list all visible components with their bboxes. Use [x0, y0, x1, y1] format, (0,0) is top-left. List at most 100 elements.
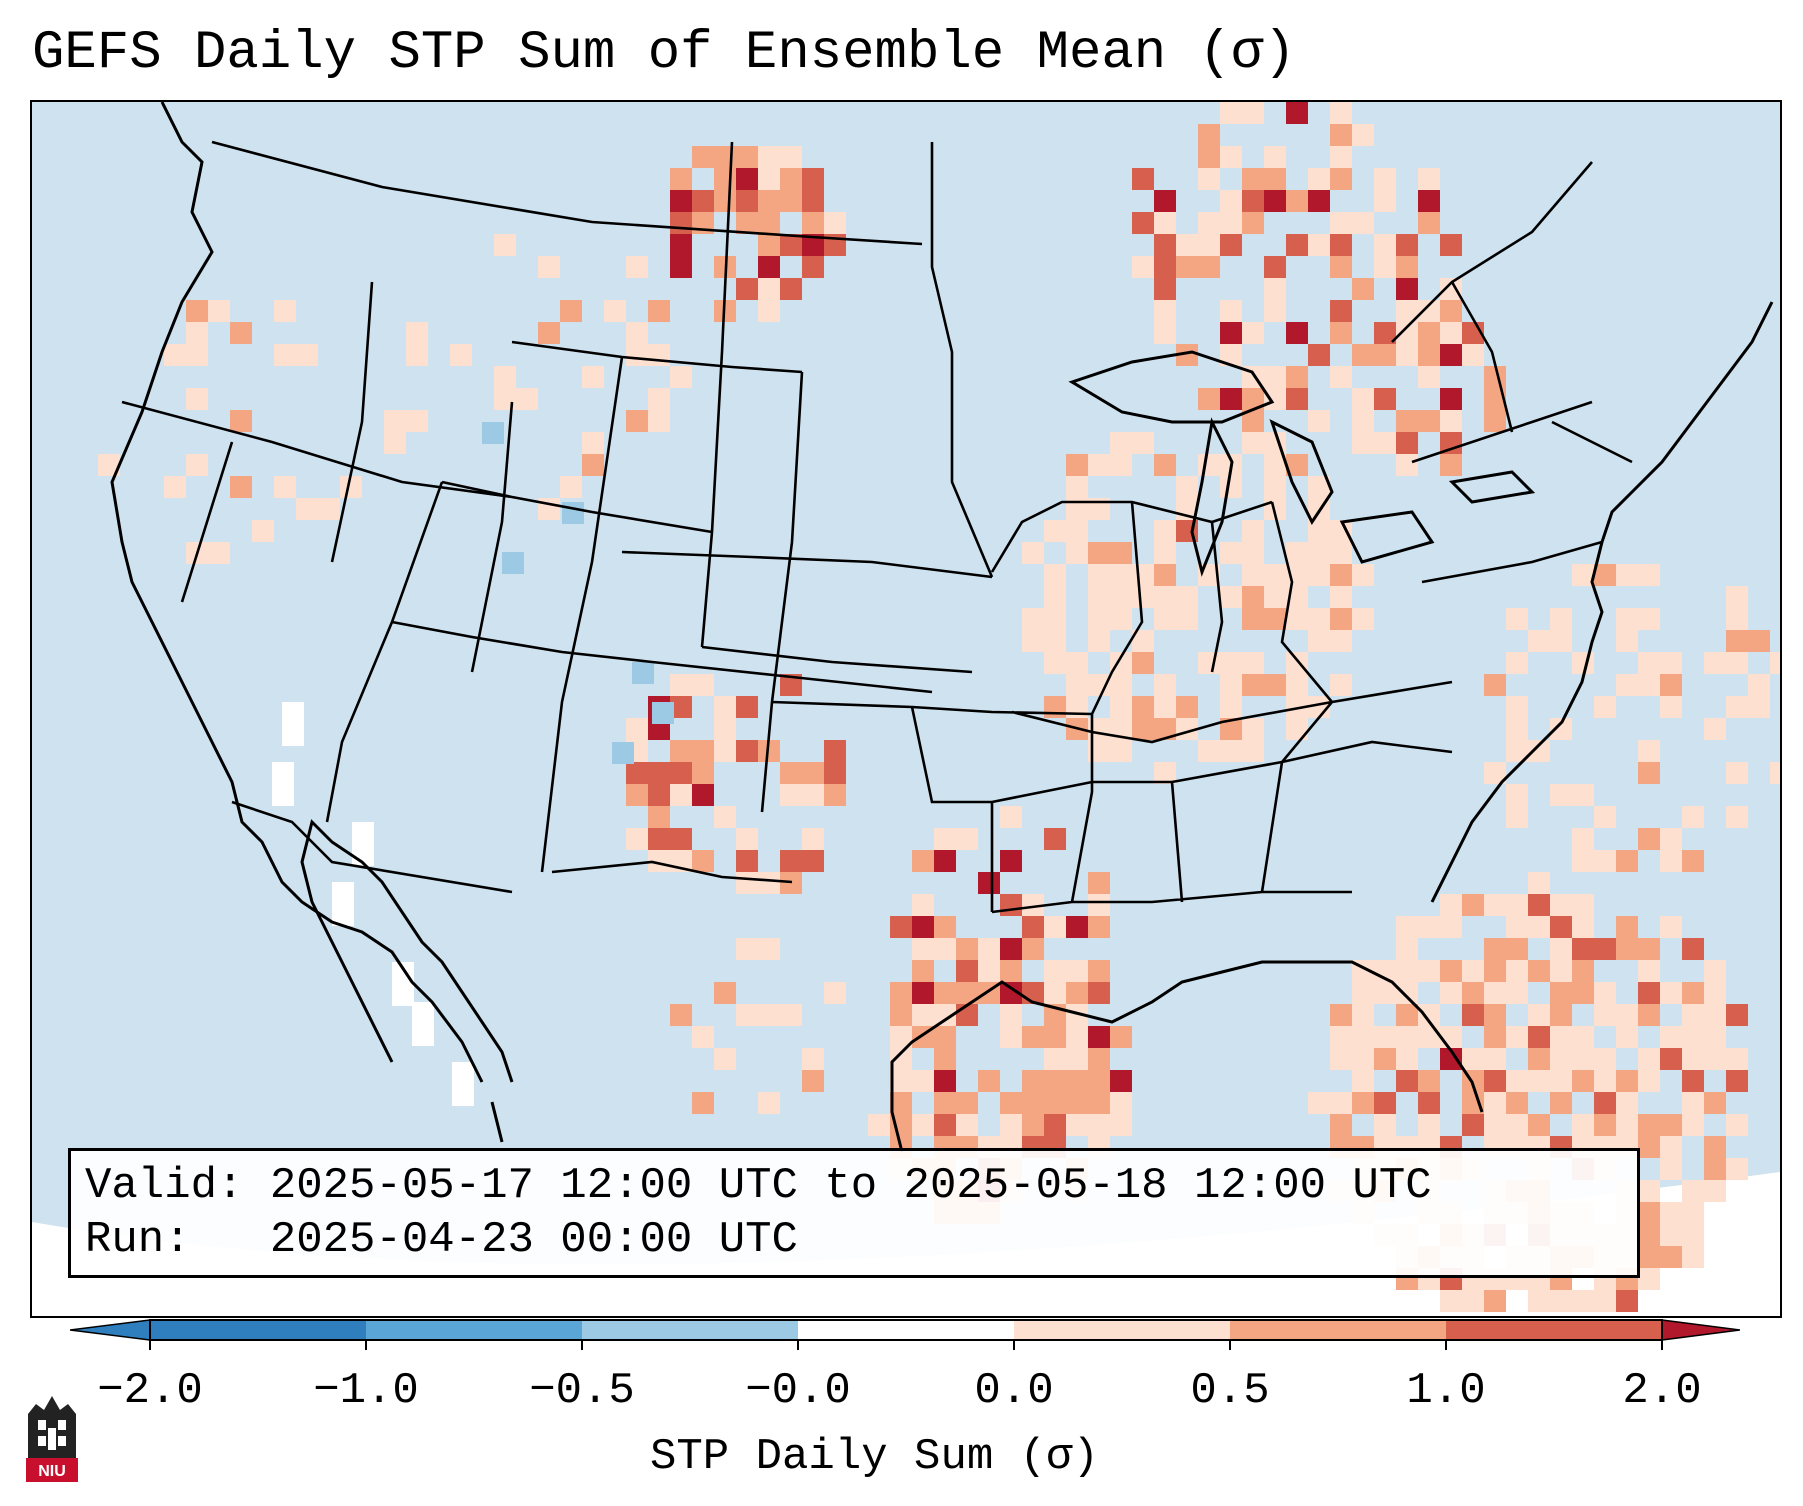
anomaly-cell [1264, 366, 1286, 388]
anomaly-cell [186, 454, 208, 476]
anomaly-cell [912, 1070, 934, 1092]
anomaly-cell [1286, 608, 1308, 630]
anomaly-cell [758, 1004, 780, 1026]
anomaly-cell [1528, 1048, 1550, 1070]
anomaly-cell [1000, 894, 1022, 916]
anomaly-cell [406, 344, 428, 366]
missing-cell [452, 1062, 474, 1106]
anomaly-cell [1418, 916, 1440, 938]
anomaly-cell [1616, 938, 1638, 960]
anomaly-cell [1682, 938, 1704, 960]
anomaly-cell [714, 168, 736, 190]
anomaly-cell [1550, 718, 1572, 740]
anomaly-cell [1066, 1026, 1088, 1048]
anomaly-cell [1132, 168, 1154, 190]
anomaly-cell [1396, 1070, 1418, 1092]
anomaly-cell [802, 190, 824, 212]
anomaly-cell [824, 784, 846, 806]
anomaly-cell [494, 366, 516, 388]
anomaly-cell [1594, 1092, 1616, 1114]
anomaly-cell [758, 146, 780, 168]
anomaly-cell [1242, 674, 1264, 696]
anomaly-cell [758, 256, 780, 278]
anomaly-cell [1484, 1290, 1506, 1312]
anomaly-cell [1440, 410, 1462, 432]
anomaly-cell [1154, 190, 1176, 212]
anomaly-cell [1044, 828, 1066, 850]
anomaly-cell [1704, 982, 1726, 1004]
anomaly-cell [1088, 1092, 1110, 1114]
anomaly-cell [1132, 256, 1154, 278]
anomaly-cell [164, 344, 186, 366]
anomaly-cell [1528, 1290, 1550, 1312]
anomaly-cell [1330, 1004, 1352, 1026]
anomaly-cell [626, 828, 648, 850]
anomaly-cell [1330, 366, 1352, 388]
anomaly-cell [1000, 982, 1022, 1004]
anomaly-cell [934, 1114, 956, 1136]
anomaly-cell [780, 674, 802, 696]
anomaly-cell [1440, 894, 1462, 916]
anomaly-cell [1528, 1026, 1550, 1048]
anomaly-cell [1044, 960, 1066, 982]
anomaly-cell [1220, 674, 1242, 696]
anomaly-cell [1594, 1004, 1616, 1026]
anomaly-cell [978, 1070, 1000, 1092]
anomaly-cell [648, 828, 670, 850]
anomaly-cell [612, 742, 634, 764]
anomaly-cell [1066, 674, 1088, 696]
anomaly-cell [1594, 1290, 1616, 1312]
anomaly-cell [1616, 850, 1638, 872]
anomaly-cell [1000, 960, 1022, 982]
colorbar-outline [149, 1319, 1663, 1341]
map-canvas [32, 102, 1780, 1316]
anomaly-cell [912, 850, 934, 872]
anomaly-cell [1308, 476, 1330, 498]
anomaly-cell [1726, 806, 1748, 828]
anomaly-cell [582, 454, 604, 476]
anomaly-cell [1550, 938, 1572, 960]
anomaly-cell [692, 146, 714, 168]
anomaly-cell [648, 806, 670, 828]
anomaly-cell [1440, 1048, 1462, 1070]
anomaly-cell [1088, 1048, 1110, 1070]
anomaly-cell [648, 344, 670, 366]
anomaly-cell [1286, 102, 1308, 124]
anomaly-cell [1022, 1092, 1044, 1114]
anomaly-cell [1330, 542, 1352, 564]
anomaly-cell [1242, 190, 1264, 212]
anomaly-cell [1044, 1026, 1066, 1048]
anomaly-cell [1704, 960, 1726, 982]
colorbar-high-arrow [1661, 1319, 1740, 1341]
anomaly-cell [934, 1004, 956, 1026]
anomaly-cell [1704, 1158, 1726, 1180]
run-value: 2025-04-23 00:00 UTC [269, 1215, 798, 1265]
anomaly-cell [736, 938, 758, 960]
anomaly-cell [186, 300, 208, 322]
anomaly-cell [1418, 1004, 1440, 1026]
anomaly-cell [1704, 1004, 1726, 1026]
anomaly-cell [802, 828, 824, 850]
colorbar-tick-label: 1.0 [1406, 1366, 1486, 1416]
anomaly-cell [1088, 608, 1110, 630]
anomaly-cell [956, 1092, 978, 1114]
anomaly-cell [670, 190, 692, 212]
anomaly-cell [406, 410, 428, 432]
anomaly-cell [1572, 1290, 1594, 1312]
anomaly-cell [692, 784, 714, 806]
anomaly-cell [1704, 1092, 1726, 1114]
anomaly-cell [502, 552, 524, 574]
anomaly-cell [1132, 212, 1154, 234]
anomaly-cell [1088, 630, 1110, 652]
anomaly-cell [1066, 916, 1088, 938]
anomaly-cell [1528, 1114, 1550, 1136]
anomaly-cell [1682, 1048, 1704, 1070]
anomaly-cell [1462, 982, 1484, 1004]
anomaly-cell [1374, 190, 1396, 212]
anomaly-cell [1110, 1070, 1132, 1092]
anomaly-cell [186, 344, 208, 366]
anomaly-cell [758, 740, 780, 762]
anomaly-cell [1396, 960, 1418, 982]
anomaly-cell [1044, 1070, 1066, 1092]
anomaly-cell [406, 322, 428, 344]
